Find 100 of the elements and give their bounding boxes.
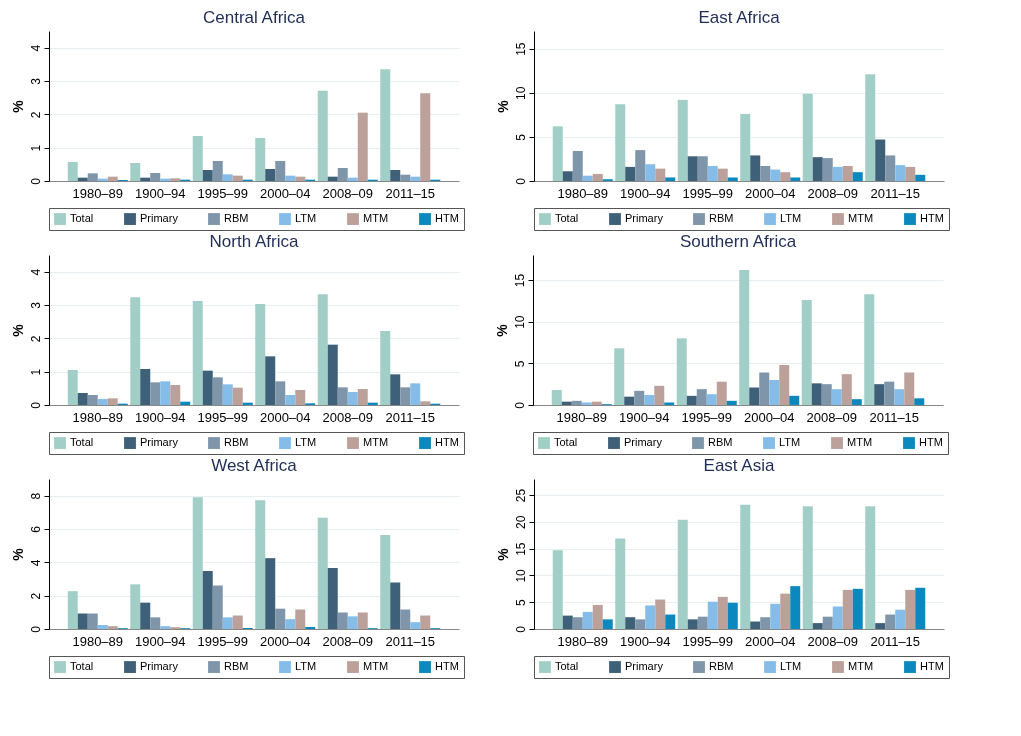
x-tick-label: 2000–04 (259, 409, 311, 425)
bar (811, 383, 822, 405)
bar (625, 617, 636, 629)
y-tick-label: 0 (512, 401, 527, 409)
y-tick-label: 0 (28, 177, 43, 185)
bar (645, 164, 656, 181)
bar (192, 497, 203, 629)
y-tick-label: 4 (28, 268, 43, 276)
chart-title: Southern Africa (679, 232, 797, 251)
bar (551, 390, 562, 405)
x-tick-label: 1995–99 (682, 185, 734, 201)
bar (821, 384, 832, 405)
x-tick-label: 2008–09 (322, 409, 374, 425)
bar (140, 602, 151, 629)
bar (716, 381, 727, 405)
bar (676, 338, 687, 405)
bar (265, 169, 276, 181)
legend-label: HTM (435, 660, 459, 673)
bar (780, 172, 791, 181)
y-tick-label: 20 (513, 515, 528, 530)
x-tick-label: 2011–15 (385, 633, 436, 649)
bar (851, 399, 862, 405)
y-tick-label: 10 (513, 568, 528, 583)
x-tick-label: 1995–99 (197, 633, 249, 649)
legend-label: RBM (709, 660, 734, 673)
bar (160, 381, 171, 405)
y-tick-label: 2 (28, 592, 43, 600)
text: Total (555, 212, 579, 225)
bar (739, 270, 750, 405)
x-tick-label: 1980–89 (556, 409, 608, 425)
bar (915, 174, 926, 181)
x-tick-label: 2008–09 (807, 633, 859, 649)
legend-label: HTM (920, 212, 944, 225)
bar (390, 170, 401, 181)
legend-label: HTM (435, 436, 459, 449)
bar (285, 175, 296, 181)
bar (790, 586, 801, 629)
bar (874, 384, 885, 405)
bar (150, 173, 161, 181)
bar (726, 400, 737, 405)
bar (832, 166, 843, 181)
x-tick-label: 2000–04 (744, 185, 796, 201)
bar (696, 389, 707, 405)
bar (875, 139, 886, 181)
bar (87, 395, 98, 405)
x-tick-label: 2008–09 (807, 185, 859, 201)
y-tick-label: 0 (513, 177, 528, 185)
bar (865, 506, 876, 629)
y-tick-label: 0 (513, 625, 528, 633)
bar (275, 608, 286, 629)
legend-label: Primary (140, 212, 179, 225)
legend-label: RBM (709, 212, 734, 225)
bar (150, 382, 161, 405)
bar (614, 348, 625, 405)
bar (582, 611, 593, 629)
bar (644, 395, 655, 405)
bar (285, 619, 296, 629)
bar (602, 619, 613, 629)
y-tick-label: 5 (512, 360, 527, 368)
bar (740, 504, 751, 629)
bar (770, 603, 781, 629)
bar (852, 588, 863, 629)
bar (615, 104, 626, 181)
bar (337, 612, 348, 629)
x-tick-label: 2011–15 (385, 409, 436, 425)
x-tick-label: 2011–15 (385, 185, 436, 201)
x-tick-label: 2000–04 (743, 409, 795, 425)
x-tick-label: 2008–09 (322, 633, 374, 649)
bar (572, 151, 583, 181)
bar (759, 372, 770, 405)
bar (812, 157, 823, 181)
bar (130, 584, 141, 629)
legend-label: RBM (224, 212, 249, 225)
bar (634, 390, 645, 405)
bar (420, 401, 431, 405)
legend-label: MTM (847, 436, 873, 449)
x-tick-label: 2011–15 (870, 633, 921, 649)
bar (67, 162, 78, 181)
bar (420, 615, 431, 629)
chart-title: East Africa (698, 8, 781, 27)
bar (222, 617, 233, 629)
bar (625, 166, 636, 181)
bar (97, 625, 108, 629)
y-axis-title: % (9, 547, 26, 561)
y-tick-label: 8 (28, 492, 43, 500)
bar (357, 389, 368, 405)
bar (749, 387, 760, 405)
bar (635, 619, 646, 629)
legend-label: Primary (140, 436, 179, 449)
bar (420, 93, 431, 181)
legend-label: RBM (224, 436, 249, 449)
bar (615, 538, 626, 629)
bar (687, 156, 698, 181)
bar (150, 617, 161, 629)
bar (265, 558, 276, 629)
bar (170, 178, 181, 181)
legend-label: Total (70, 436, 94, 449)
bar (789, 395, 800, 405)
bar (727, 177, 738, 181)
bar (677, 519, 688, 629)
